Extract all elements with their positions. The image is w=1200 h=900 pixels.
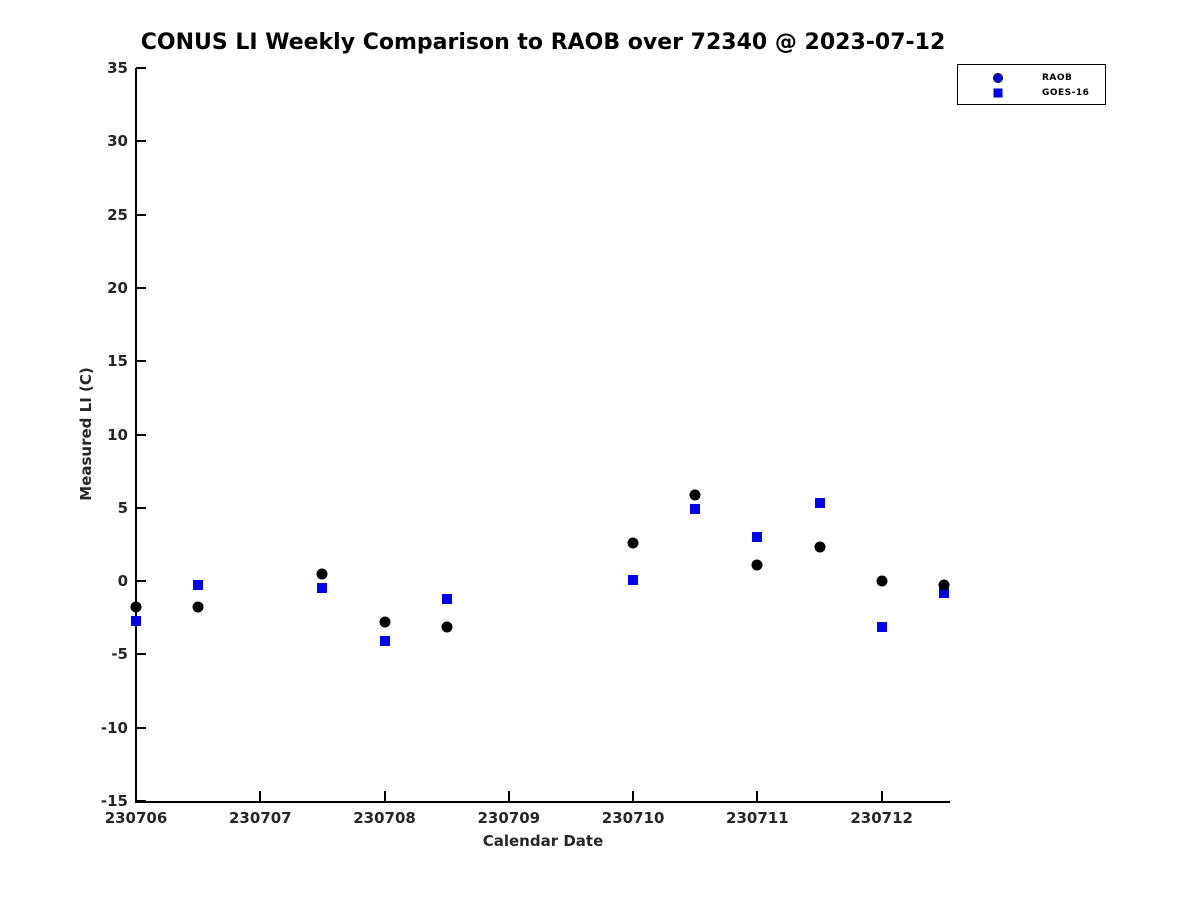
- data-point-goes16: [193, 580, 204, 591]
- data-point-goes16: [441, 593, 452, 604]
- x-tick-mark: [632, 791, 635, 801]
- y-tick-label: 10: [107, 425, 128, 444]
- y-tick-label: 20: [107, 278, 128, 297]
- x-tick-label: 230712: [850, 809, 913, 827]
- data-point-goes16: [317, 583, 328, 594]
- data-point-raob: [751, 559, 763, 571]
- data-point-goes16: [628, 574, 639, 585]
- y-tick-mark: [136, 213, 146, 216]
- y-tick-mark: [136, 67, 146, 69]
- y-tick-label: -10: [100, 718, 128, 737]
- raob-circle-icon: [993, 73, 1003, 83]
- y-tick-mark: [136, 800, 146, 802]
- data-point-goes16: [938, 587, 949, 598]
- legend-entry-goes16: GOES-16: [958, 84, 1105, 102]
- data-point-goes16: [131, 615, 141, 626]
- y-tick-label: -15: [100, 792, 128, 810]
- y-tick-mark: [136, 286, 146, 289]
- y-tick-label: 30: [107, 132, 128, 151]
- data-point-raob: [876, 575, 888, 587]
- x-tick-label: 230710: [601, 809, 665, 827]
- y-tick-label: 0: [117, 572, 128, 591]
- x-tick-mark: [135, 791, 137, 801]
- data-point-raob: [627, 537, 639, 549]
- data-point-raob: [192, 601, 204, 613]
- legend: RAOB GOES-16: [957, 64, 1106, 105]
- goes16-square-icon: [993, 88, 1003, 98]
- x-tick-label: 230708: [353, 809, 416, 827]
- data-point-raob: [130, 601, 142, 613]
- x-axis-line: [135, 801, 950, 803]
- legend-label-goes16: GOES-16: [1042, 88, 1090, 98]
- x-tick-label: 230707: [228, 809, 292, 827]
- data-point-raob: [689, 489, 701, 501]
- x-tick-label: 230706: [104, 809, 168, 827]
- y-tick-label: -5: [111, 645, 128, 664]
- y-tick-label: 15: [107, 352, 128, 371]
- x-tick-mark: [383, 791, 386, 801]
- chart-title: CONUS LI Weekly Comparison to RAOB over …: [140, 30, 946, 55]
- y-axis-line: [135, 68, 137, 803]
- data-point-raob: [814, 541, 825, 553]
- y-tick-mark: [136, 726, 146, 729]
- x-tick-label: 230711: [726, 809, 789, 827]
- legend-entry-raob: RAOB: [958, 69, 1105, 87]
- y-tick-mark: [136, 140, 146, 143]
- data-point-raob: [379, 616, 391, 628]
- x-tick-mark: [880, 791, 883, 801]
- y-tick-label: 5: [117, 498, 128, 517]
- data-point-goes16: [690, 504, 701, 515]
- y-tick-mark: [136, 653, 146, 656]
- y-tick-label: 35: [107, 59, 128, 77]
- x-tick-label: 230709: [477, 809, 541, 827]
- y-axis-label: Measured LI (C): [77, 367, 95, 501]
- y-tick-mark: [136, 580, 146, 583]
- x-tick-mark: [507, 791, 510, 801]
- data-point-goes16: [814, 498, 825, 509]
- data-point-raob: [441, 621, 453, 633]
- legend-label-raob: RAOB: [1042, 73, 1073, 83]
- y-tick-mark: [136, 506, 146, 509]
- x-tick-mark: [756, 791, 759, 801]
- y-tick-label: 25: [107, 205, 128, 224]
- x-tick-mark: [259, 791, 262, 801]
- y-tick-mark: [136, 433, 146, 436]
- plot-area: [136, 68, 950, 801]
- x-axis-label: Calendar Date: [482, 832, 604, 850]
- data-point-raob: [316, 568, 328, 580]
- data-point-goes16: [876, 621, 887, 632]
- data-point-raob: [938, 579, 950, 591]
- data-point-goes16: [379, 636, 390, 647]
- y-tick-mark: [136, 360, 146, 363]
- data-point-goes16: [752, 532, 763, 543]
